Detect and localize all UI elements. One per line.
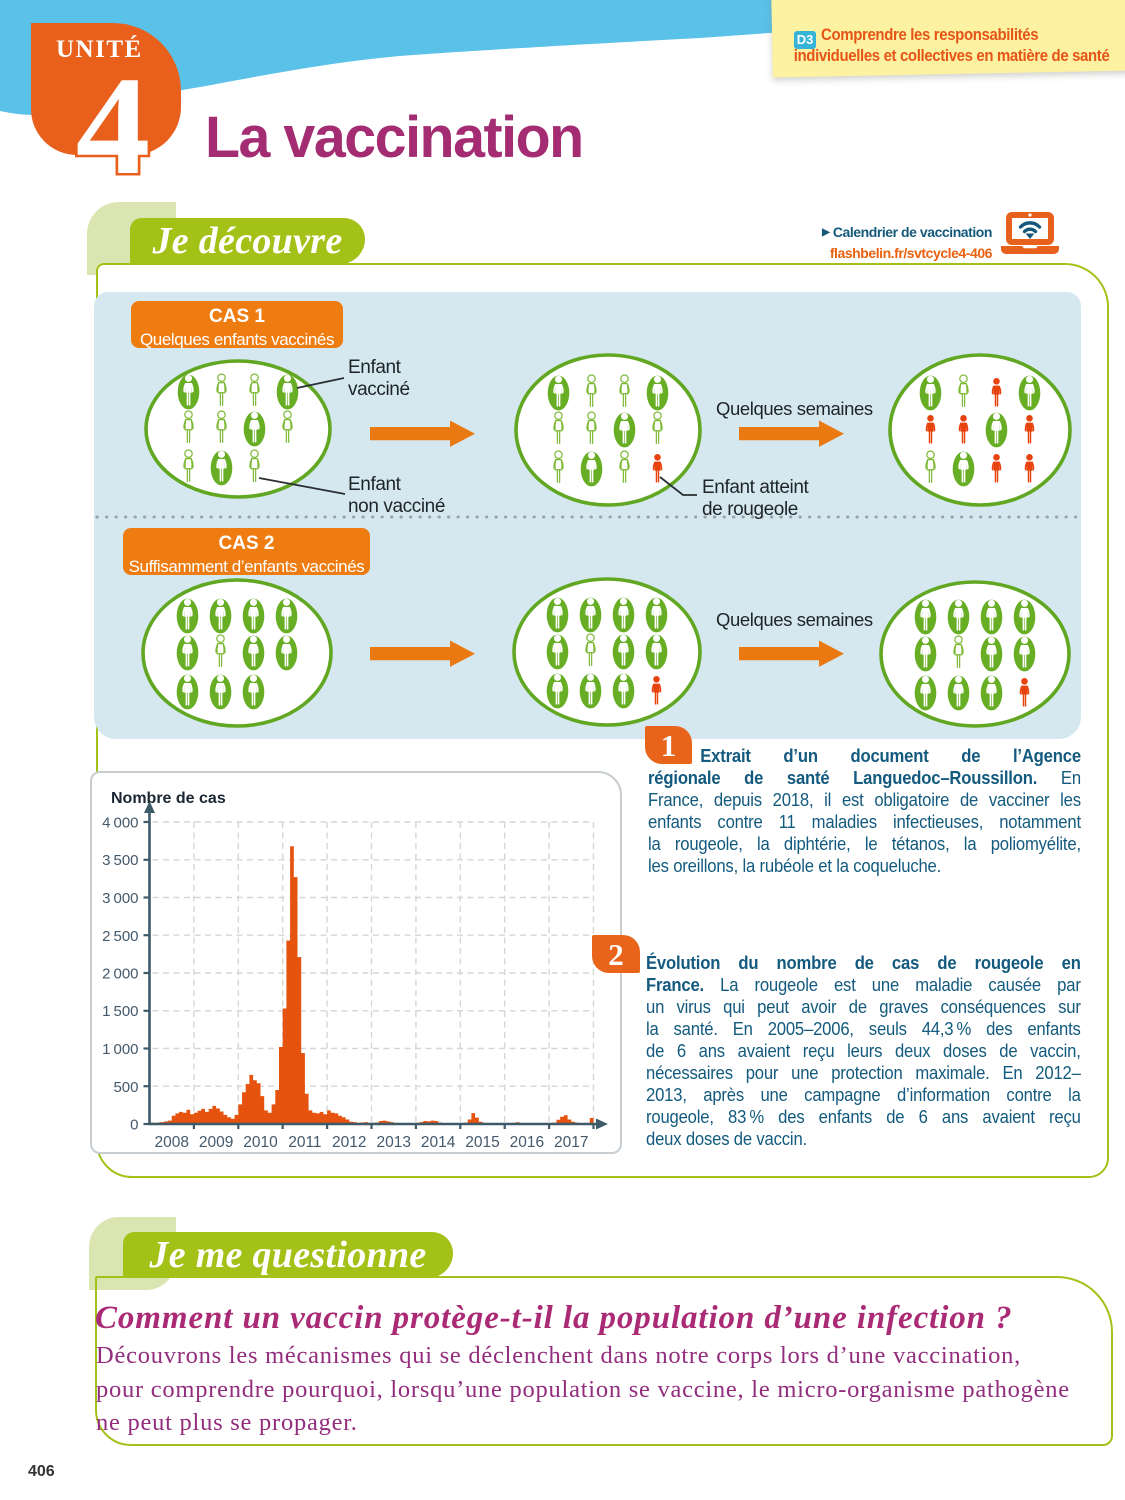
svg-text:4 000: 4 000 (102, 815, 138, 832)
svg-text:2015: 2015 (465, 1134, 499, 1151)
svg-text:0: 0 (130, 1117, 138, 1134)
svg-text:2 500: 2 500 (102, 928, 138, 945)
svg-text:2012: 2012 (332, 1134, 366, 1151)
svg-text:2017: 2017 (554, 1134, 588, 1151)
svg-text:3 000: 3 000 (102, 890, 138, 907)
svg-text:2 000: 2 000 (102, 966, 138, 983)
svg-text:2014: 2014 (421, 1134, 456, 1151)
svg-text:1 000: 1 000 (102, 1041, 138, 1058)
svg-text:2010: 2010 (243, 1134, 278, 1151)
svg-text:500: 500 (113, 1079, 138, 1096)
svg-text:Nombre de cas: Nombre de cas (111, 790, 226, 807)
svg-text:1 500: 1 500 (102, 1003, 138, 1020)
svg-text:4: 4 (76, 60, 151, 190)
svg-text:3 500: 3 500 (102, 852, 138, 869)
svg-text:2013: 2013 (376, 1134, 410, 1151)
svg-text:2011: 2011 (288, 1134, 321, 1151)
svg-text:2008: 2008 (154, 1134, 188, 1151)
svg-text:2016: 2016 (510, 1134, 544, 1151)
svg-text:2009: 2009 (199, 1134, 233, 1151)
